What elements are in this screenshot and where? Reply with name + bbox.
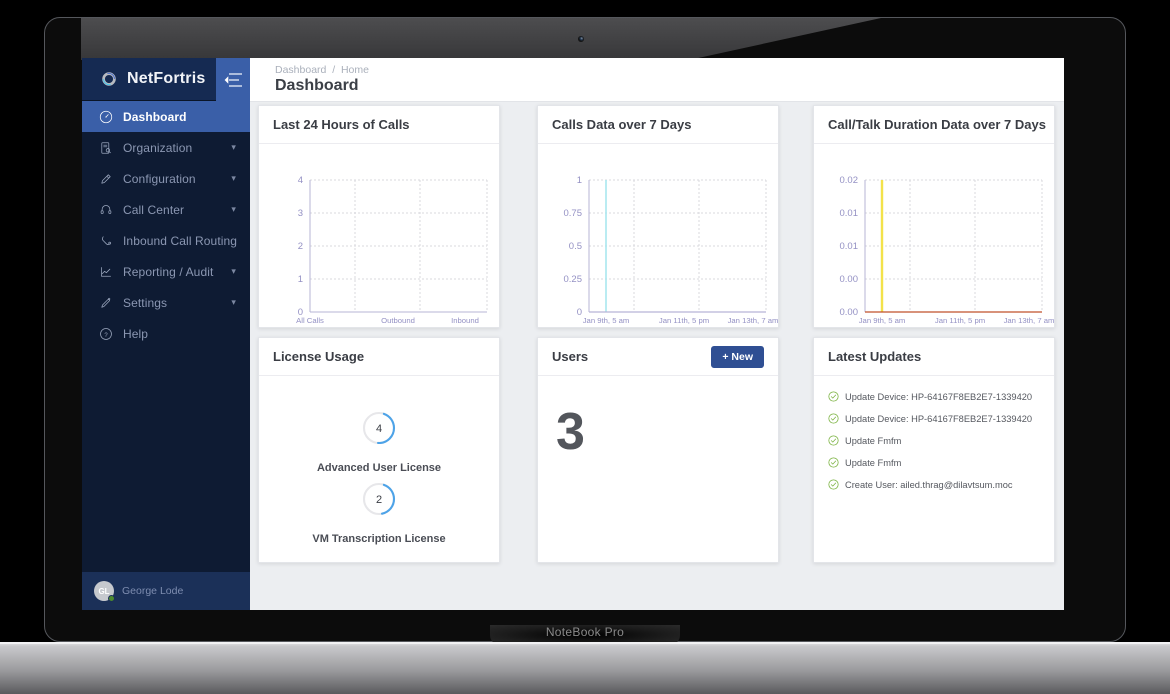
svg-text:All Calls: All Calls: [296, 316, 324, 325]
svg-text:0.5: 0.5: [569, 241, 582, 252]
svg-text:?: ?: [104, 332, 108, 338]
svg-text:0.01: 0.01: [840, 208, 859, 219]
svg-text:Outbound: Outbound: [381, 316, 415, 325]
svg-text:Jan 13th, 7 am: Jan 13th, 7 am: [1004, 316, 1055, 325]
svg-text:0.75: 0.75: [564, 208, 583, 219]
svg-text:1: 1: [298, 274, 303, 285]
svg-text:0.25: 0.25: [564, 274, 583, 285]
svg-text:Jan 9th, 5 am: Jan 9th, 5 am: [583, 316, 630, 325]
svg-text:1: 1: [577, 175, 582, 186]
svg-text:4: 4: [376, 423, 382, 435]
svg-text:0: 0: [577, 307, 582, 318]
svg-text:0.00: 0.00: [840, 307, 859, 318]
svg-text:Jan 11th, 5 pm: Jan 11th, 5 pm: [935, 316, 985, 325]
svg-text:4: 4: [298, 175, 303, 186]
svg-text:0.01: 0.01: [840, 241, 859, 252]
svg-text:Jan 13th, 7 am: Jan 13th, 7 am: [728, 316, 779, 325]
svg-text:Inbound: Inbound: [451, 316, 479, 325]
svg-text:2: 2: [298, 241, 303, 252]
svg-text:3: 3: [298, 208, 303, 219]
svg-text:Jan 11th, 5 pm: Jan 11th, 5 pm: [659, 316, 709, 325]
svg-text:0.00: 0.00: [840, 274, 859, 285]
svg-text:0.02: 0.02: [840, 175, 859, 186]
svg-text:2: 2: [376, 494, 382, 506]
svg-text:Jan 9th, 5 am: Jan 9th, 5 am: [859, 316, 906, 325]
